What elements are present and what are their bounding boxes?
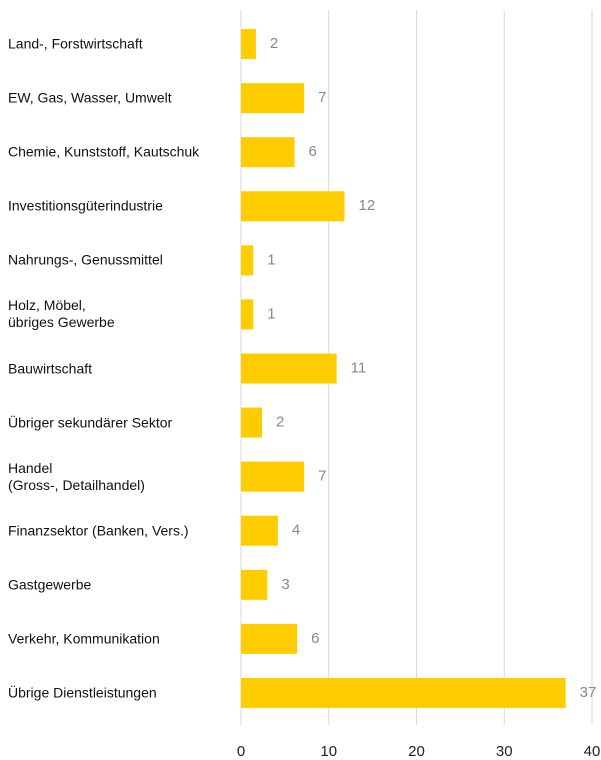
y-tick-label: Übrige Dienstleistungen [8,684,157,701]
y-tick-label: Holz, Möbel, übriges Gewerbe [8,297,115,331]
x-tick-label: 0 [237,743,245,760]
value-label: 37 [580,684,597,701]
x-tick-label: 40 [584,743,601,760]
value-label: 3 [281,576,289,593]
y-tick-label: EW, Gas, Wasser, Umwelt [8,89,172,106]
value-label: 1 [267,251,275,268]
y-tick-label: Finanzsektor (Banken, Vers.) [8,522,189,539]
bar [241,407,263,438]
value-label: 6 [311,630,319,647]
y-tick-label: Bauwirtschaft [8,360,93,376]
value-label: 11 [351,359,367,376]
y-tick-label: Nahrungs-, Genussmittel [8,251,163,268]
value-label: 2 [270,35,278,52]
value-label: 7 [318,468,326,485]
value-label: 4 [292,522,300,539]
value-label: 2 [276,414,284,431]
bar [241,299,254,330]
value-label: 12 [359,197,376,214]
bar [241,191,345,222]
y-tick-label: Chemie, Kunststoff, Kautschuk [8,143,200,160]
bar [241,353,337,384]
y-tick-label: Land-, Forstwirtschaft [8,35,143,52]
y-tick-label: Handel (Gross-, Detailhandel) [8,459,145,493]
bar [241,245,254,276]
bar [241,515,278,546]
value-label: 6 [309,143,317,160]
bar [241,29,256,60]
x-tick-label: 30 [496,743,513,760]
x-tick-label: 10 [320,743,337,760]
y-tick-label: Übriger sekundärer Sektor [8,414,173,431]
y-tick-label: Investitionsgüterindustrie [8,197,163,214]
bar [241,137,295,168]
value-label: 1 [267,305,275,322]
bar [241,569,268,600]
x-tick-label: 20 [408,743,425,760]
y-tick-label: Verkehr, Kommunikation [8,630,160,647]
bar [241,623,298,654]
bar [241,83,305,114]
bar [241,677,566,708]
value-label: 7 [318,89,326,106]
y-tick-label: Gastgewerbe [8,576,92,593]
bar [241,461,305,492]
